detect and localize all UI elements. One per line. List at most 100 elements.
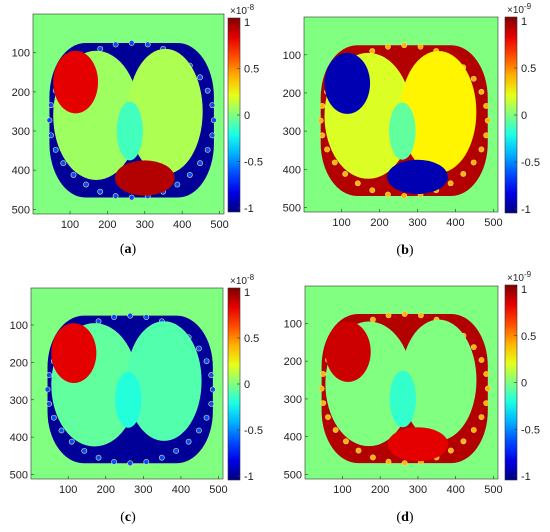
x-tick-label: 100: [59, 484, 77, 496]
electrode-dot: [208, 400, 215, 407]
electrode-dot: [203, 414, 210, 421]
y-tick-label: 300: [283, 126, 301, 138]
panel-label: (b): [396, 243, 413, 258]
x-tick-label: 400: [447, 484, 465, 496]
lower-center-blob: [387, 427, 449, 462]
electrode-dot: [370, 454, 376, 461]
y-tick-label: 200: [10, 357, 28, 369]
colorbar-exponent: ×10-9: [507, 2, 532, 16]
y-tick-label: 100: [284, 318, 302, 330]
electrode-dot: [460, 438, 467, 445]
electrode-dot: [478, 146, 485, 153]
x-tick-label: 100: [61, 219, 79, 231]
electrode-dot: [478, 414, 485, 420]
electrode-dot: [204, 146, 211, 153]
axes-frame: [304, 285, 499, 480]
electrode-dot: [401, 311, 408, 317]
x-tick-label: 400: [446, 217, 464, 229]
x-tick-label: 300: [136, 219, 154, 231]
x-tick-label: 400: [173, 219, 191, 231]
electrode-dot: [343, 438, 349, 445]
colorbar-tick-label: -1: [521, 471, 531, 483]
colorbar-exponent: ×10-8: [230, 3, 255, 17]
y-tick-label: 200: [12, 87, 30, 99]
lower-center-blob: [114, 160, 175, 196]
electrode-dot: [127, 460, 134, 467]
colorbar-tick-label: 1: [521, 16, 527, 28]
electrode-dot: [111, 314, 117, 320]
axes-frame: [30, 287, 224, 480]
y-tick-label: 500: [284, 469, 302, 481]
y-tick-label: 500: [10, 470, 28, 482]
colorbar-tick-label: 0.5: [244, 333, 259, 345]
panel-b: 100 200 300 400 500 100 200 300 400 500 1 0.5 0 -0.5 -…: [283, 2, 540, 258]
electrode-dot: [385, 43, 391, 50]
y-tick-label: 400: [12, 165, 30, 177]
electrode-dot: [203, 358, 210, 365]
electrode-dot: [95, 318, 102, 325]
electrode-dot: [128, 194, 135, 201]
right-lung-region: [400, 319, 477, 441]
electrode-dot: [186, 172, 193, 178]
electrode-dot: [478, 357, 485, 363]
upper-left-blob: [324, 52, 371, 114]
y-tick-label: 300: [284, 394, 302, 406]
colorbar-tick-label: -0.5: [521, 157, 540, 169]
electrode-dot: [331, 159, 338, 166]
right-lung-region: [126, 321, 202, 441]
colorbar-tick-label: 0: [244, 379, 250, 391]
electrode-dot: [97, 45, 104, 52]
electrode-dot: [112, 41, 119, 48]
electrode-dot: [46, 117, 53, 124]
upper-left-blob: [53, 50, 99, 114]
axes-frame: [32, 13, 225, 215]
electrode-dot: [44, 386, 51, 393]
electrode-dot: [144, 41, 151, 48]
colorbar-exponent: ×10-8: [230, 273, 255, 287]
colorbar-tick-label: 1: [244, 287, 250, 299]
x-tick-label: 200: [97, 484, 115, 496]
electrode-dot: [483, 132, 490, 139]
electrode-dot: [401, 42, 408, 49]
colorbar-exponent: ×10-9: [507, 270, 532, 284]
electrode-dot: [174, 181, 181, 188]
electrode-dot: [158, 454, 165, 461]
electrode-dot: [128, 40, 135, 46]
electrode-dot: [46, 372, 53, 378]
electrode-dot: [48, 102, 54, 109]
colorbar-tick-label: 1: [244, 17, 250, 29]
electrode-dot: [418, 312, 424, 319]
y-tick-label: 500: [12, 204, 30, 216]
colorbar-tick-label: 0.5: [521, 63, 536, 75]
center-region: [389, 370, 417, 428]
electrode-dot: [204, 87, 211, 94]
electrode-dot: [197, 74, 203, 81]
y-tick-label: 200: [284, 356, 302, 368]
x-tick-label: 300: [134, 484, 152, 496]
electrode-dot: [325, 414, 331, 420]
y-tick-label: 500: [283, 202, 301, 214]
electrode-dot: [143, 314, 150, 320]
electrode-dot: [370, 316, 376, 323]
x-tick-label: 500: [209, 484, 227, 496]
x-tick-label: 300: [409, 484, 427, 496]
electrode-dot: [50, 414, 57, 421]
colorbar-tick-label: -0.5: [244, 425, 263, 437]
x-tick-label: 100: [333, 484, 351, 496]
colorbar-tick-label: 0: [244, 110, 250, 122]
electrode-dot: [470, 75, 477, 82]
electrode-dot: [355, 447, 362, 454]
electrode-dot: [70, 172, 77, 178]
x-tick-label: 500: [484, 217, 502, 229]
electrode-dot: [483, 400, 490, 406]
x-tick-label: 400: [172, 484, 190, 496]
electrode-dot: [484, 385, 491, 392]
colorbar-tick-label: -1: [244, 471, 254, 483]
panel-label: (a): [120, 242, 137, 257]
electrode-dot: [320, 371, 327, 377]
electrode-dot: [58, 427, 65, 434]
electrode-dot: [354, 180, 361, 187]
electrode-dot: [143, 458, 150, 465]
axes-frame: [303, 16, 499, 213]
